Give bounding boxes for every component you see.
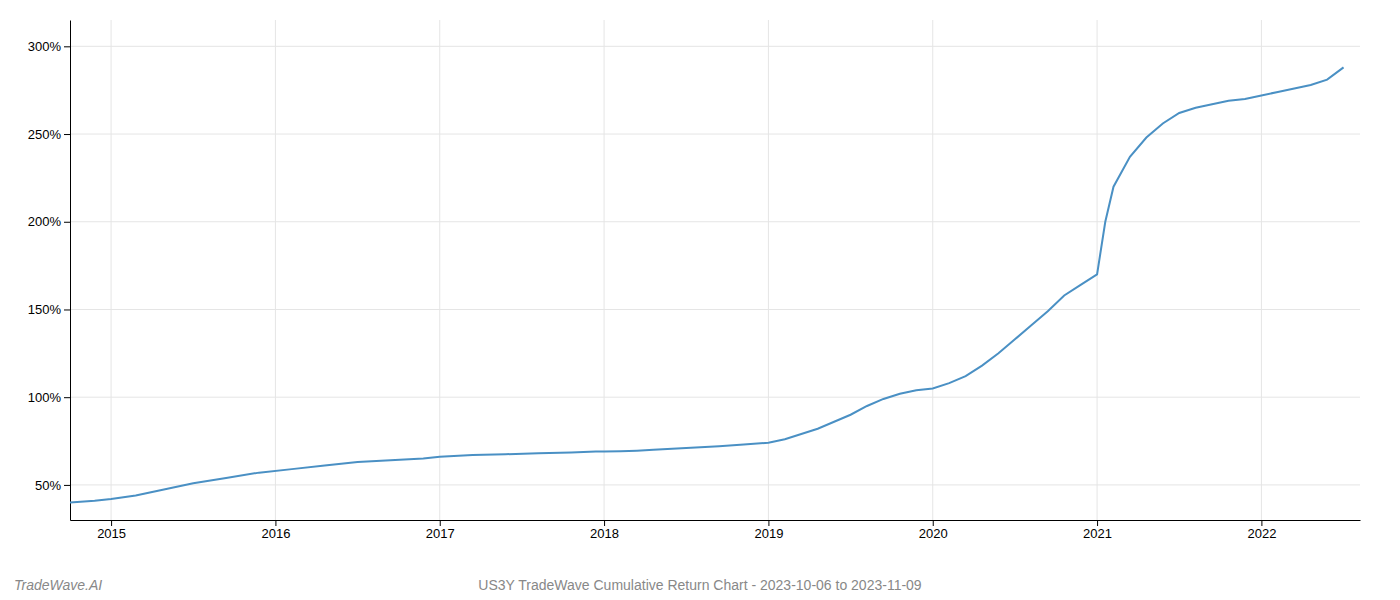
tick-mark	[768, 520, 769, 526]
tick-label: 2018	[590, 526, 619, 541]
tick-mark	[64, 397, 70, 398]
title: US3Y TradeWave Cumulative Return Chart -…	[478, 577, 922, 593]
tick-mark	[440, 520, 441, 526]
tick-label: 150%	[28, 302, 62, 317]
tick-mark	[1261, 520, 1262, 526]
tick: 2015	[97, 520, 126, 541]
tick-mark	[275, 520, 276, 526]
grid-line	[70, 221, 1360, 222]
tick-label: 2015	[97, 526, 126, 541]
grid-line	[70, 46, 1360, 47]
grid-line	[70, 309, 1360, 310]
tick-mark	[64, 485, 70, 486]
plot-area: 2015 2016 2017 2018 2019 2020 2021 2022 50% 100% 1…	[28, 20, 1361, 541]
tick: 2022	[1247, 520, 1276, 541]
tick-mark	[1097, 520, 1098, 526]
grid-line	[275, 20, 276, 520]
tick: 2019	[754, 520, 783, 541]
axis-line	[71, 520, 1361, 521]
tick-label: 2020	[919, 526, 948, 541]
tick-label: 250%	[28, 127, 62, 142]
grid-line	[70, 397, 1360, 398]
tick: 2016	[261, 520, 290, 541]
tick-label: 2019	[754, 526, 783, 541]
tick-label: 300%	[28, 39, 62, 54]
tick: 2017	[426, 520, 455, 541]
chart: 2015 2016 2017 2018 2019 2020 2021 2022 50% 100% 1…	[0, 0, 1400, 600]
tick-mark	[64, 46, 70, 47]
tick-mark	[64, 222, 70, 223]
axis-line	[70, 21, 71, 521]
grid-line	[768, 20, 769, 520]
grid	[70, 20, 1360, 520]
grid-line	[70, 484, 1360, 485]
tick: 250%	[28, 127, 70, 142]
marks	[70, 67, 1344, 502]
tick-label: 2022	[1247, 526, 1276, 541]
grid-line	[70, 134, 1360, 135]
tick: 2021	[1083, 520, 1112, 541]
tick: 2020	[919, 520, 948, 541]
watermark: TradeWave.AI	[14, 577, 102, 593]
tick-label: 2017	[426, 526, 455, 541]
grid-line	[604, 20, 605, 520]
x-axis: 2015 2016 2017 2018 2019 2020 2021 2022	[71, 520, 1361, 541]
tick-mark	[111, 520, 112, 526]
tick-mark	[64, 134, 70, 135]
grid-line	[439, 20, 440, 520]
tick: 50%	[35, 478, 70, 493]
tick-mark	[64, 309, 70, 310]
grid-line	[932, 20, 933, 520]
tick: 200%	[28, 214, 70, 229]
tick: 300%	[28, 39, 70, 54]
y-axis: 50% 100% 150% 200% 250% 300%	[28, 21, 71, 521]
tick-label: 50%	[35, 478, 61, 493]
tick-mark	[933, 520, 934, 526]
tick: 100%	[28, 390, 70, 405]
tick: 150%	[28, 302, 70, 317]
line	[70, 67, 1344, 502]
tick-mark	[604, 520, 605, 526]
tick-label: 2016	[261, 526, 290, 541]
tick-label: 2021	[1083, 526, 1112, 541]
tick-label: 100%	[28, 390, 62, 405]
grid-line	[111, 20, 112, 520]
tick-label: 200%	[28, 214, 62, 229]
tick: 2018	[590, 520, 619, 541]
